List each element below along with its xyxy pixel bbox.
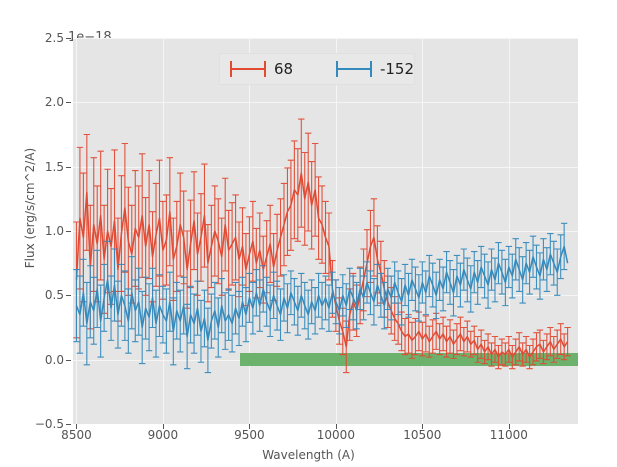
y-tick-label: 0.5 [44, 288, 64, 303]
x-tick-label: 9500 [234, 428, 265, 442]
series--152 [73, 222, 569, 374]
series-68 [73, 118, 571, 374]
gridline-horizontal [73, 102, 578, 104]
data-series-layer [73, 118, 571, 374]
x-tick-mark [508, 424, 510, 429]
x-tick-label: 10000 [316, 428, 355, 442]
zero-reference-band [239, 353, 578, 367]
x-axis-label: Wavelength (A) [262, 448, 355, 462]
errorbars-68 [73, 118, 571, 374]
plot-area[interactable] [73, 38, 578, 424]
x-tick-mark [76, 424, 78, 429]
y-tick-label: 2.5 [44, 31, 64, 45]
gridline-horizontal [73, 166, 578, 168]
legend-entry-0[interactable]: 68 [220, 54, 326, 84]
y-tick-mark [66, 424, 71, 425]
y-tick-label: 1.0 [44, 224, 64, 238]
x-tick-label: 8500 [61, 428, 92, 442]
annotation-band-layer [73, 38, 578, 424]
y-tick-mark [66, 166, 71, 168]
y-tick-label: 2.0 [44, 95, 64, 110]
y-tick-mark [66, 295, 71, 297]
y-tick-label: −0.5 [34, 417, 64, 431]
y-axis-label: Flux (erg/s/cm^2/A) [23, 147, 37, 269]
y-tick-label: 0.0 [44, 352, 64, 367]
y-tick-mark [66, 359, 71, 361]
y-axis-ticks: −0.5 0.0 0.5 1.0 1.5 2.0 2.5 [0, 0, 71, 467]
x-tick-mark [249, 424, 251, 429]
errorbars--152 [73, 222, 568, 374]
x-tick-mark [162, 424, 164, 429]
errorbar-sample-icon [230, 61, 266, 77]
y-tick-mark [66, 102, 71, 104]
legend-entry-1[interactable]: -152 [326, 54, 414, 84]
y-tick-mark [66, 38, 71, 39]
errorbar-sample-icon [335, 61, 372, 77]
x-tick-label: 9000 [147, 428, 179, 442]
x-tick-label: 10500 [403, 428, 442, 442]
y-tick-mark [66, 231, 71, 232]
x-tick-mark [422, 424, 424, 429]
legend[interactable]: 68 -152 [219, 53, 415, 85]
x-tick-mark [335, 424, 337, 429]
x-tick-label: 11000 [489, 428, 528, 442]
gridline-horizontal [73, 38, 578, 39]
series-line-68 [75, 172, 569, 358]
series-line--152 [75, 245, 569, 342]
y-tick-label: 1.5 [44, 159, 64, 174]
legend-label-1: -152 [379, 60, 414, 78]
legend-label-0: 68 [274, 60, 294, 78]
